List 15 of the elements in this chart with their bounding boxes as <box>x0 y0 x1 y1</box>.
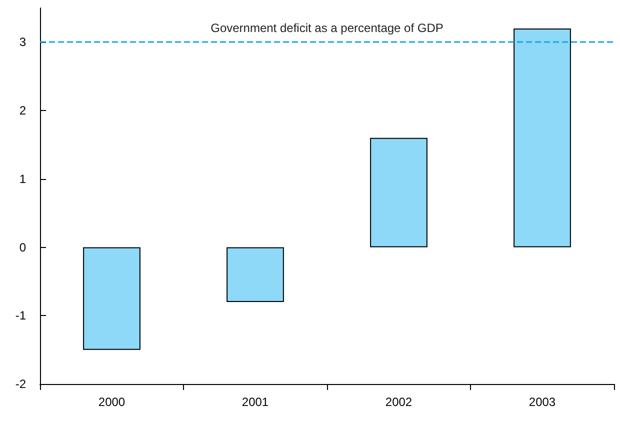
x-tick-label: 2002 <box>385 395 412 409</box>
y-tick-label: 2 <box>19 104 26 118</box>
y-tick-label: 0 <box>19 240 26 254</box>
y-tick-label: -2 <box>15 377 26 391</box>
bar <box>226 247 284 302</box>
x-tick-label: 2003 <box>528 395 556 409</box>
y-tick-label: 3 <box>19 35 26 50</box>
x-tick-label: 2000 <box>98 395 126 409</box>
y-tick-label: 1 <box>19 172 26 186</box>
bar <box>514 28 571 248</box>
bar <box>370 138 428 248</box>
x-tick-label: 2001 <box>242 395 269 409</box>
y-tick-label: -1 <box>15 308 26 323</box>
ref-line-label: Government deficit as a percentage of GDP <box>210 21 444 36</box>
bar <box>83 247 140 350</box>
